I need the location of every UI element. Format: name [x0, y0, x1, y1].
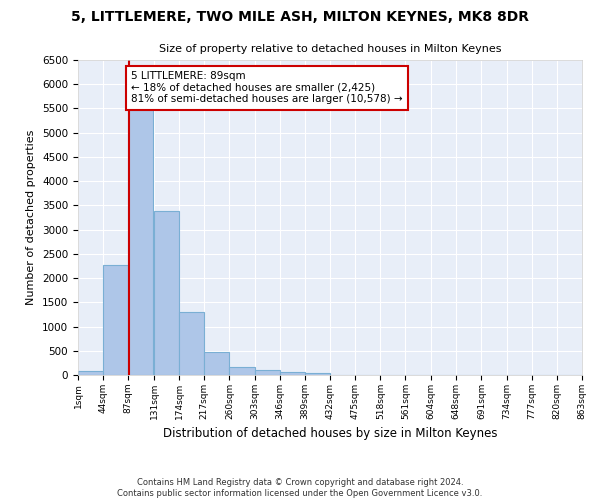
Text: 5, LITTLEMERE, TWO MILE ASH, MILTON KEYNES, MK8 8DR: 5, LITTLEMERE, TWO MILE ASH, MILTON KEYN… — [71, 10, 529, 24]
Bar — [103, 264, 128, 375]
X-axis label: Distribution of detached houses by size in Milton Keynes: Distribution of detached houses by size … — [163, 428, 497, 440]
Bar — [204, 352, 229, 375]
Title: Size of property relative to detached houses in Milton Keynes: Size of property relative to detached ho… — [159, 44, 501, 54]
Bar — [154, 210, 179, 375]
Text: Contains HM Land Registry data © Crown copyright and database right 2024.
Contai: Contains HM Land Registry data © Crown c… — [118, 478, 482, 498]
Y-axis label: Number of detached properties: Number of detached properties — [26, 130, 37, 305]
Bar — [254, 370, 280, 375]
Bar — [78, 372, 103, 375]
Bar — [179, 312, 204, 375]
Text: 5 LITTLEMERE: 89sqm
← 18% of detached houses are smaller (2,425)
81% of semi-det: 5 LITTLEMERE: 89sqm ← 18% of detached ho… — [131, 71, 403, 104]
Bar — [280, 372, 305, 375]
Bar — [128, 110, 154, 375]
Bar — [305, 373, 330, 375]
Bar — [229, 367, 254, 375]
